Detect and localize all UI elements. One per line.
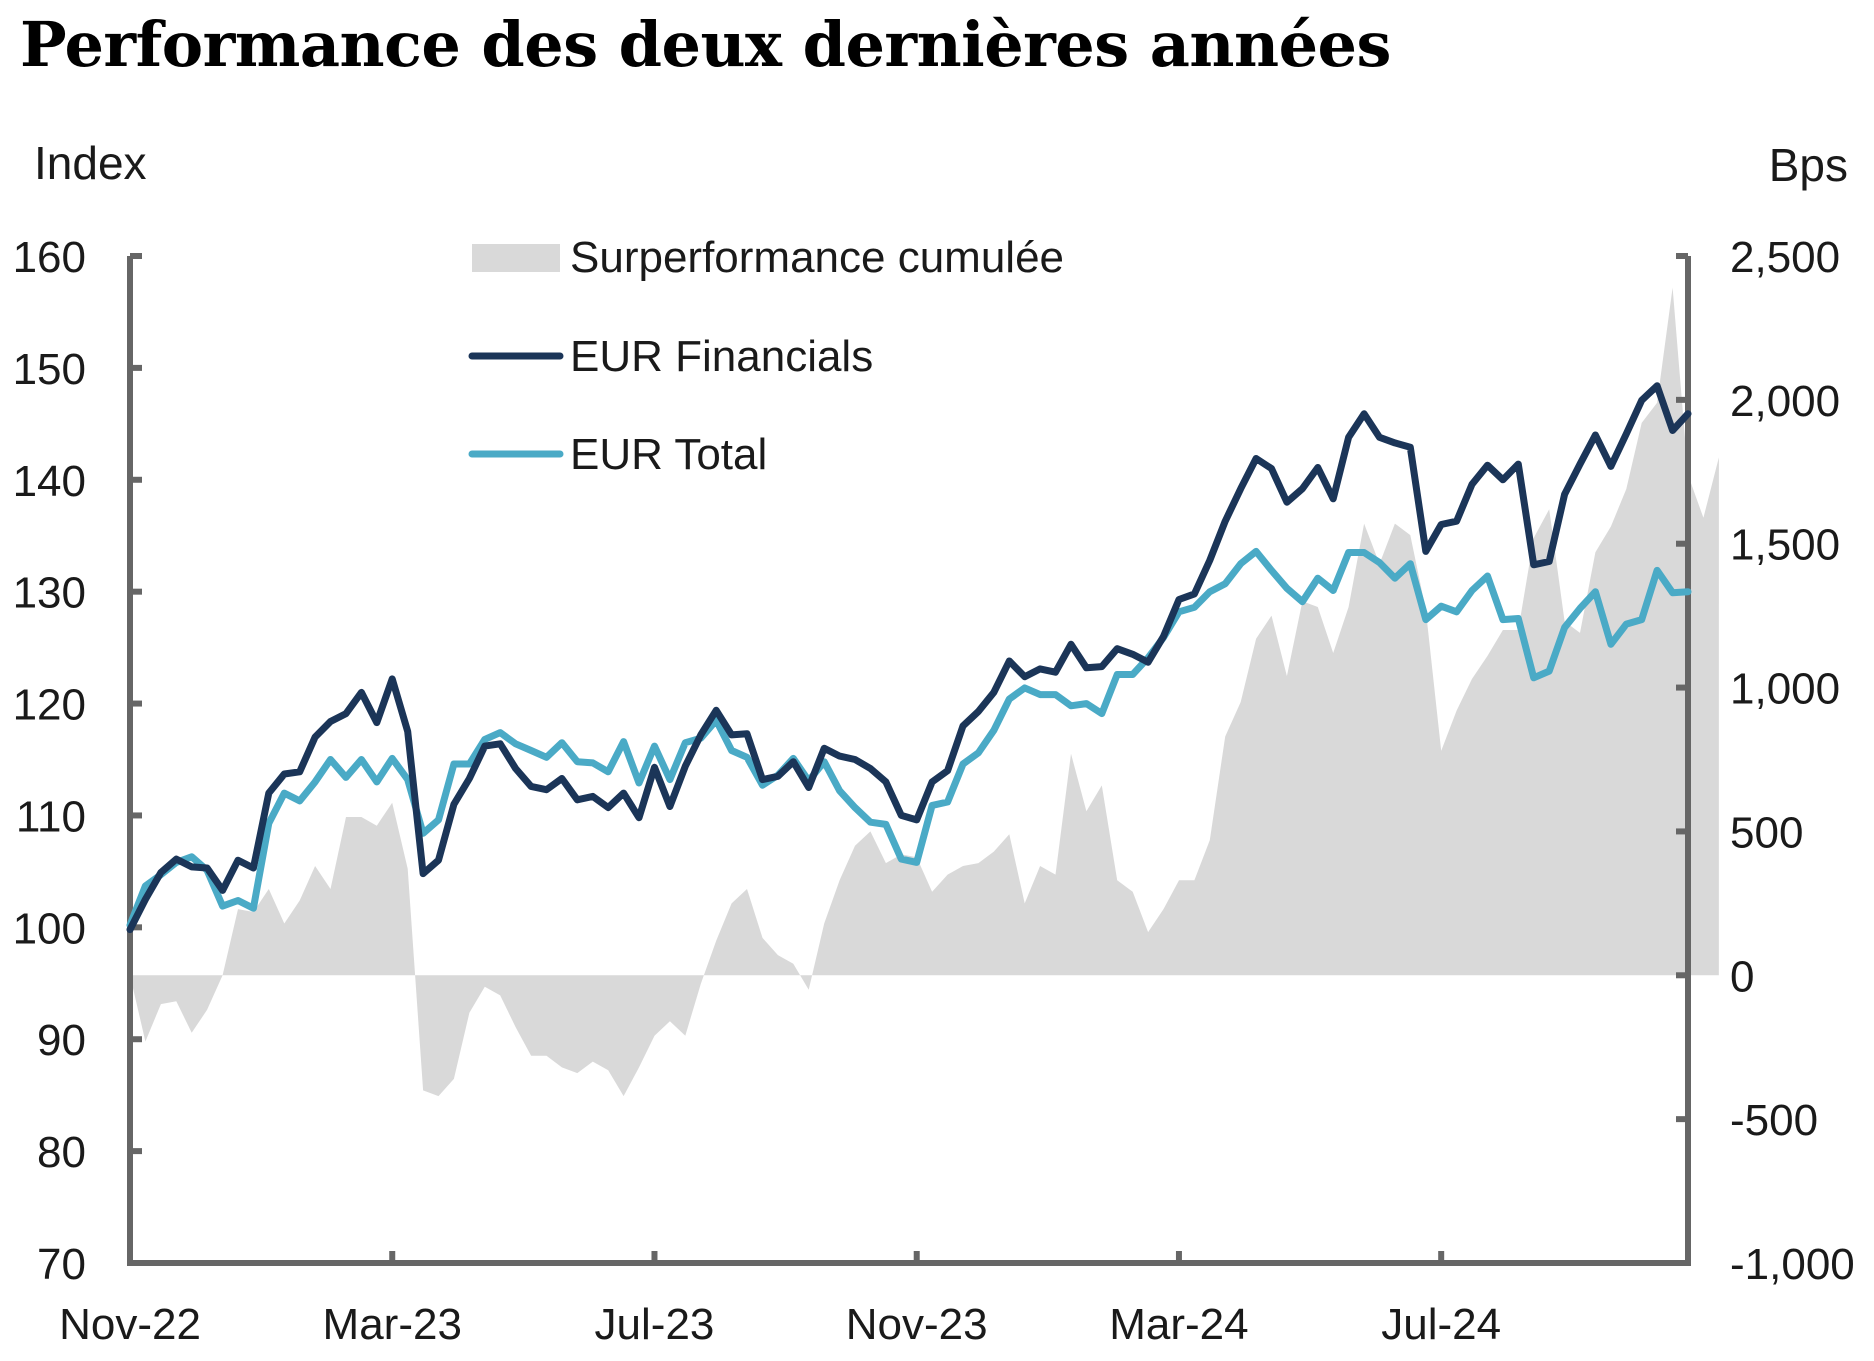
series-line-eur-financials [126,382,1692,934]
x-tick-label: Mar-23 [323,1300,462,1349]
legend-label-financials: EUR Financials [570,332,873,381]
right-tick-label: 0 [1730,952,1754,1001]
legend: Surperformance cumulée EUR Financials EU… [468,233,1064,479]
left-tick-label: 140 [13,457,86,506]
right-tick-label: 2,500 [1730,233,1840,282]
left-axis-title: Index [34,137,147,189]
left-tick-label: 80 [37,1128,86,1177]
label-layer: Index Bps [34,137,1848,191]
left-tick-label: 70 [37,1240,86,1289]
x-tick-label: Jul-23 [595,1300,715,1349]
area-layer [130,287,1719,1097]
line-layer [126,382,1692,934]
x-tick-label: Mar-24 [1109,1300,1248,1349]
legend-label-total: EUR Total [570,430,767,479]
left-tick-label: 110 [16,792,86,841]
right-tick-label: -1,000 [1730,1240,1855,1289]
axes-layer: 70 80 90 100 110 120 130 140 150 160 -1,000 -500 0 50… [13,233,1855,1349]
right-tick-label: -500 [1730,1096,1818,1145]
right-tick-label: 1,000 [1730,665,1840,714]
x-tick-label: Nov-23 [846,1300,988,1349]
right-tick-label: 1,500 [1730,521,1840,570]
left-tick-label: 120 [13,681,86,730]
right-tick-label: 2,000 [1730,377,1840,426]
legend-swatch-area [472,244,560,272]
left-tick-label: 160 [13,233,86,282]
x-tick-label: Jul-24 [1381,1300,1501,1349]
x-tick-label: Nov-22 [59,1300,201,1349]
right-tick-label: 500 [1730,808,1803,857]
left-tick-label: 90 [37,1016,86,1065]
series-area-surperformance [130,287,1719,1097]
right-axis-title: Bps [1769,139,1848,191]
chart-title: Performance des deux dernières années [20,8,1391,81]
left-tick-label: 150 [13,345,86,394]
left-tick-label: 100 [13,904,86,953]
left-tick-label: 130 [13,569,86,618]
series-line-eur-total [126,547,1692,929]
legend-label-area: Surperformance cumulée [570,233,1064,282]
